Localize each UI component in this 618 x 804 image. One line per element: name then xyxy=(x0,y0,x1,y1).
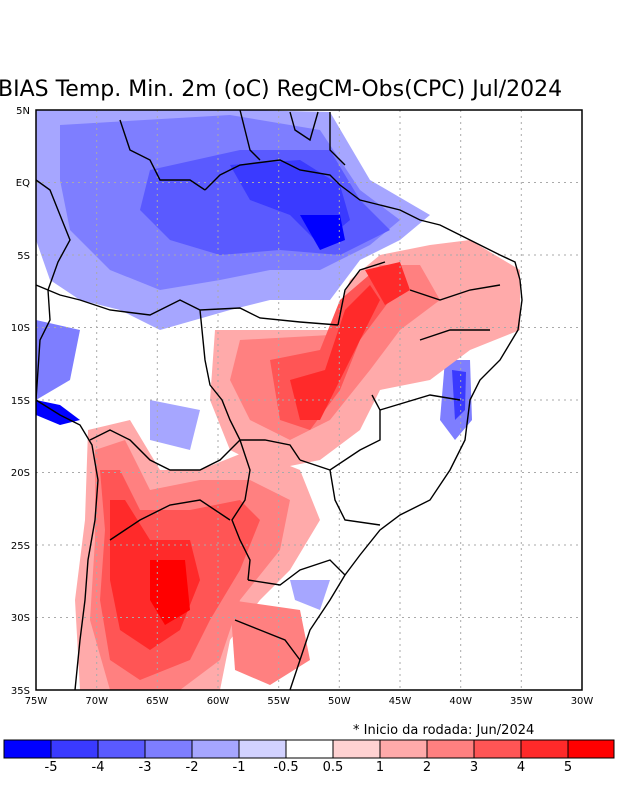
lon-label: 65W xyxy=(146,696,169,707)
colorbar-bin xyxy=(238,739,287,759)
lon-label: 50W xyxy=(328,696,351,707)
map-frame xyxy=(35,109,583,691)
colorbar xyxy=(3,739,615,759)
lat-label: 10S xyxy=(11,323,30,334)
lon-label: 60W xyxy=(207,696,230,707)
map-area xyxy=(36,110,582,690)
colorbar-label: -5 xyxy=(45,760,58,775)
colorbar-bin xyxy=(567,739,615,759)
colorbar-label: 4 xyxy=(517,760,525,775)
lon-label: 55W xyxy=(267,696,290,707)
colorbar-label: -3 xyxy=(139,760,152,775)
lon-label: 70W xyxy=(85,696,108,707)
colorbar-bin xyxy=(3,739,52,759)
colorbar-bin xyxy=(97,739,146,759)
colorbar-label: 5 xyxy=(564,760,572,775)
colorbar-label: 1 xyxy=(376,760,384,775)
lat-label: 5N xyxy=(16,106,30,117)
lon-label: 35W xyxy=(510,696,533,707)
colorbar-bin xyxy=(520,739,569,759)
run-start-note: * Inicio da rodada: Jun/2024 xyxy=(353,723,534,738)
colorbar-label: 0.5 xyxy=(323,760,344,775)
lat-lon-gridlines xyxy=(36,110,582,690)
lon-label: 45W xyxy=(389,696,412,707)
positive-bias-field xyxy=(75,240,520,690)
lat-label: 30S xyxy=(11,613,30,624)
colorbar-bin xyxy=(426,739,475,759)
colorbar-bin xyxy=(473,739,522,759)
lat-label: 35S xyxy=(11,686,30,697)
colorbar-bin xyxy=(379,739,428,759)
lat-label: 15S xyxy=(11,396,30,407)
lat-label: 20S xyxy=(11,468,30,479)
colorbar-bin xyxy=(50,739,99,759)
lon-label: 30W xyxy=(571,696,594,707)
colorbar-bin xyxy=(144,739,193,759)
colorbar-labels: -5 -4 -3 -2 -1 -0.5 0.5 1 2 3 4 5 xyxy=(45,760,573,775)
lon-label: 40W xyxy=(449,696,472,707)
colorbar-bin xyxy=(191,739,240,759)
map-title: BIAS Temp. Min. 2m (oC) RegCM-Obs(CPC) J… xyxy=(0,77,562,102)
colorbar-bin xyxy=(332,739,381,759)
longitude-labels: 75W 70W 65W 60W 55W 50W 45W 40W 35W 30W xyxy=(25,696,594,707)
lat-label: 5S xyxy=(17,251,30,262)
latitude-labels: 5N EQ 5S 10S 15S 20S 25S 30S 35S xyxy=(11,106,30,697)
colorbar-bin xyxy=(285,739,334,759)
lon-label: 75W xyxy=(25,696,48,707)
colorbar-label: -2 xyxy=(186,760,199,775)
colorbar-label: 2 xyxy=(423,760,431,775)
colorbar-label: -0.5 xyxy=(273,760,298,775)
colorbar-label: -1 xyxy=(233,760,246,775)
coastline-and-borders xyxy=(36,110,523,690)
lat-label: EQ xyxy=(16,178,30,189)
colorbar-label: 3 xyxy=(470,760,478,775)
colorbar-label: -4 xyxy=(92,760,105,775)
lat-label: 25S xyxy=(11,541,30,552)
